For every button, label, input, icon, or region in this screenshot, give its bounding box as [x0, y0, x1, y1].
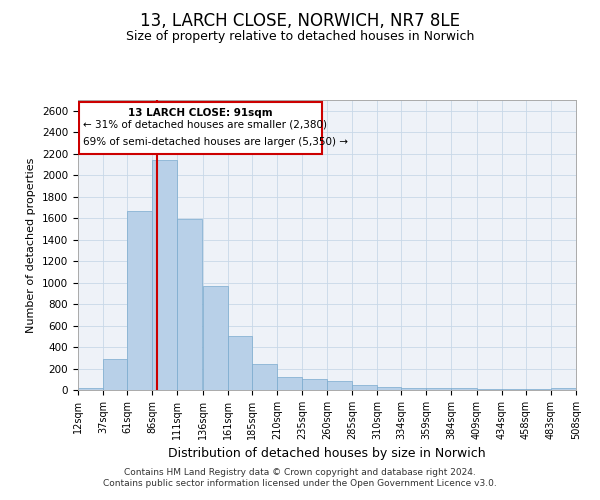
X-axis label: Distribution of detached houses by size in Norwich: Distribution of detached houses by size …	[168, 448, 486, 460]
Bar	[227, 336, 251, 390]
Y-axis label: Number of detached properties: Number of detached properties	[26, 158, 37, 332]
Bar	[127, 210, 152, 390]
Bar	[78, 388, 103, 390]
Bar	[178, 219, 202, 390]
Text: ← 31% of detached houses are smaller (2,380): ← 31% of detached houses are smaller (2,…	[83, 120, 327, 130]
Bar	[327, 382, 352, 390]
Bar	[251, 364, 277, 390]
Bar	[152, 160, 178, 390]
Bar	[277, 377, 302, 390]
Text: Size of property relative to detached houses in Norwich: Size of property relative to detached ho…	[126, 30, 474, 43]
FancyBboxPatch shape	[79, 102, 322, 154]
Bar	[352, 385, 377, 390]
Bar	[451, 388, 476, 390]
Bar	[502, 389, 526, 390]
Bar	[302, 380, 327, 390]
Text: 13 LARCH CLOSE: 91sqm: 13 LARCH CLOSE: 91sqm	[128, 108, 273, 118]
Bar	[551, 388, 576, 390]
Text: Contains HM Land Registry data © Crown copyright and database right 2024.
Contai: Contains HM Land Registry data © Crown c…	[103, 468, 497, 487]
Bar	[103, 359, 127, 390]
Bar	[203, 286, 227, 390]
Text: 13, LARCH CLOSE, NORWICH, NR7 8LE: 13, LARCH CLOSE, NORWICH, NR7 8LE	[140, 12, 460, 30]
Bar	[476, 389, 502, 390]
Bar	[427, 388, 451, 390]
Bar	[377, 387, 401, 390]
Text: 69% of semi-detached houses are larger (5,350) →: 69% of semi-detached houses are larger (…	[83, 138, 348, 147]
Bar	[401, 388, 427, 390]
